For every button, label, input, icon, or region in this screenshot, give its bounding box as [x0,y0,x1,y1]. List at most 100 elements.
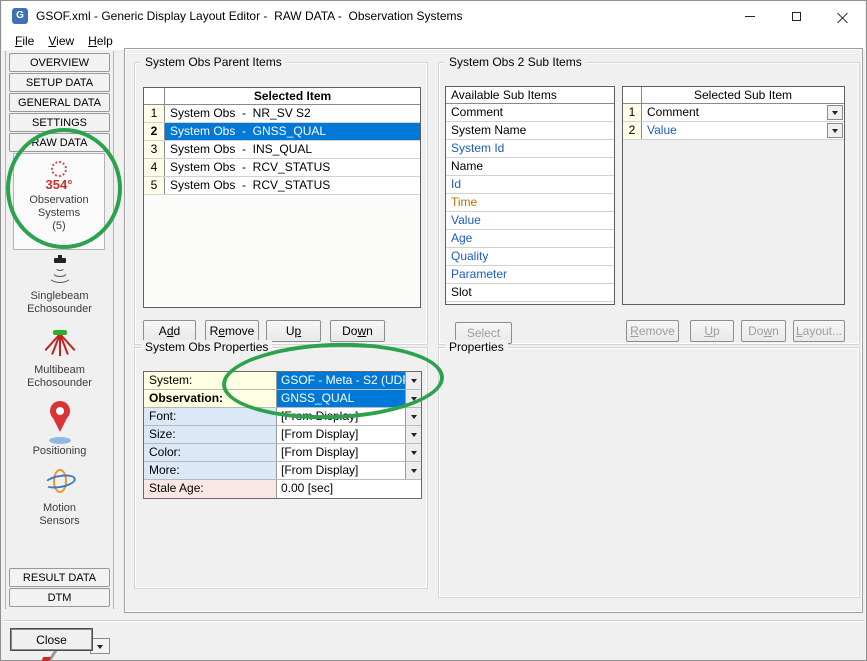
column-header-available[interactable]: Available Sub Items [451,88,557,102]
property-row-stale-age: Stale Age: 0.00 [sec] [144,480,421,498]
chevron-down-icon [410,433,417,440]
layout-button[interactable]: Layout... [793,320,845,342]
property-row-more: More: [From Display] [144,462,421,480]
sub-down-button[interactable]: Down [741,320,786,342]
add-button[interactable]: Add [143,320,196,342]
table-row[interactable]: 1 System Obs - NR_SV S2 [144,105,420,123]
table-row-selected[interactable]: 2 System Obs - GNSS_QUAL [144,123,420,141]
color-combobox[interactable]: [From Display] [281,445,359,459]
observation-combobox[interactable]: GNSS_QUAL [277,390,405,407]
chevron-down-icon [410,379,417,386]
group-sub-items: System Obs 2 Sub Items Available Sub Ite… [438,55,860,345]
select-button[interactable]: Select [455,322,512,344]
font-combobox[interactable]: [From Display] [281,409,359,423]
list-item[interactable]: Age [446,230,614,248]
positioning-icon [42,399,78,445]
observation-systems-icon [51,161,67,177]
maximize-icon [791,11,801,21]
sub-remove-button[interactable]: Remove [626,320,679,342]
size-dropdown-button[interactable] [405,426,421,443]
sidebar: OVERVIEW SETUP DATA GENERAL DATA SETTING… [5,51,114,661]
list-item[interactable]: Slot [446,284,614,302]
sidebar-item-observation-systems[interactable]: 354° Observation Systems (5) [13,153,105,250]
size-combobox[interactable]: [From Display] [281,427,359,441]
close-button[interactable]: Close [11,629,92,650]
sidebar-tab-general-data[interactable]: GENERAL DATA [9,93,110,112]
group-title: System Obs Properties [141,340,273,354]
color-dropdown-button[interactable] [405,444,421,461]
menu-view[interactable]: View [48,33,75,48]
chevron-down-icon [832,129,838,136]
group-title: Properties [445,340,508,354]
sidebar-tab-result-data[interactable]: RESULT DATA [9,568,110,587]
up-button[interactable]: Up [266,320,321,342]
menu-file[interactable]: File [15,33,35,48]
system-combobox[interactable]: GSOF - Meta - S2 (UDP) [277,372,405,389]
menubar: File View Help [2,31,865,50]
corner-cell [144,88,165,104]
minimize-button[interactable] [727,1,773,31]
close-icon [837,11,848,22]
titlebar: G GSOF.xml - Generic Display Layout Edit… [2,1,865,31]
table-row[interactable]: 1 Comment [623,104,844,122]
system-dropdown-button[interactable] [405,372,421,389]
sidebar-expand-button[interactable] [90,638,110,654]
chevron-down-icon [97,644,103,652]
corner-cell [623,87,642,103]
sidebar-item-motion-sensors[interactable]: Motion Sensors [6,465,113,528]
minimize-icon [745,15,755,17]
list-item[interactable]: Comment [446,104,614,122]
column-header-selected-item[interactable]: Selected Item [253,89,332,103]
list-item[interactable]: System Name [446,122,614,140]
list-item[interactable]: Quality [446,248,614,266]
sidebar-tab-setup-data[interactable]: SETUP DATA [9,73,110,92]
table-row[interactable]: 2 Value [623,122,844,140]
chevron-down-icon [832,111,838,118]
more-dropdown-button[interactable] [405,462,421,479]
group-obs-properties: System Obs Properties System: GSOF - Met… [134,340,428,589]
maximize-button[interactable] [773,1,819,31]
window-title: GSOF.xml - Generic Display Layout Editor… [36,9,463,23]
row-dropdown-button[interactable] [827,123,843,138]
table-row[interactable]: 3 System Obs - INS_QUAL [144,141,420,159]
sidebar-tab-raw-data[interactable]: RAW DATA [9,133,110,152]
list-item[interactable]: Name [446,158,614,176]
selected-sub-items-table: Selected Sub Item 1 Comment 2 Value [622,86,845,305]
sidebar-item-multibeam-echosounder[interactable]: Multibeam Echosounder [6,328,113,390]
table-row[interactable]: 4 System Obs - RCV_STATUS [144,159,420,177]
property-row-size: Size: [From Display] [144,426,421,444]
property-row-observation: Observation: GNSS_QUAL [144,390,421,408]
close-window-button[interactable] [819,1,865,31]
more-combobox[interactable]: [From Display] [281,463,359,477]
menu-help[interactable]: Help [88,33,113,48]
table-row[interactable]: 5 System Obs - RCV_STATUS [144,177,420,195]
chevron-down-icon [410,415,417,422]
sidebar-item-singlebeam-echosounder[interactable]: Singlebeam Echosounder [6,255,113,316]
list-item[interactable]: Parameter [446,266,614,284]
group-parent-items: System Obs Parent Items Selected Item 1 … [134,55,428,345]
list-item[interactable]: Time [446,194,614,212]
font-dropdown-button[interactable] [405,408,421,425]
chevron-down-icon [410,397,417,404]
sidebar-tab-settings[interactable]: SETTINGS [9,113,110,132]
heading-badge: 354° [45,177,73,192]
down-button[interactable]: Down [330,320,385,342]
sub-up-button[interactable]: Up [690,320,734,342]
remove-button[interactable]: Remove [205,320,259,342]
list-item[interactable]: Value [446,212,614,230]
property-row-font: Font: [From Display] [144,408,421,426]
multibeam-echosounder-icon [43,328,77,362]
column-header-selected-sub-item[interactable]: Selected Sub Item [693,88,793,102]
list-item[interactable]: Id [446,176,614,194]
group-title: System Obs Parent Items [141,55,286,69]
sidebar-tab-dtm[interactable]: DTM [9,588,110,607]
main-panel: System Obs Parent Items Selected Item 1 … [124,48,863,613]
list-item[interactable]: System Id [446,140,614,158]
observation-dropdown-button[interactable] [405,390,421,407]
sidebar-item-positioning[interactable]: Positioning [6,399,113,458]
divider [4,620,864,622]
sidebar-tab-overview[interactable]: OVERVIEW [9,53,110,72]
stale-age-field[interactable]: 0.00 [sec] [281,481,334,495]
row-dropdown-button[interactable] [827,105,843,120]
